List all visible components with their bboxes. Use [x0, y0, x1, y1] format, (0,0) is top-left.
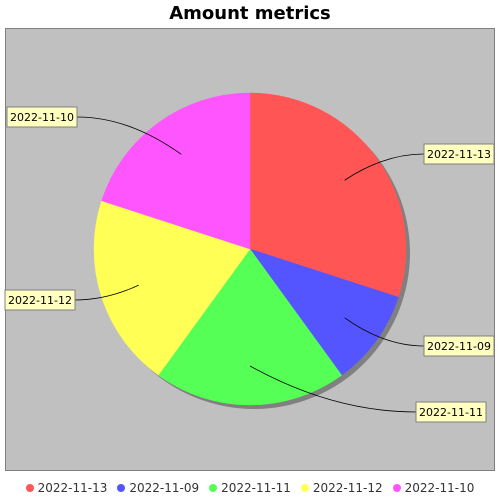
legend-label: 2022-11-10 — [404, 481, 475, 495]
slice-label: 2022-11-11 — [419, 406, 483, 419]
legend-item-2022-11-10: 2022-11-10 — [392, 481, 475, 495]
pie-slice-2022-11-13 — [249, 92, 407, 298]
legend-item-2022-11-13: 2022-11-13 — [25, 481, 108, 495]
label-connector-2022-11-13 — [344, 153, 425, 181]
legend-swatch — [209, 484, 218, 492]
slice-label-box-2022-11-09 — [423, 335, 495, 357]
pie-slice-2022-11-10 — [101, 92, 251, 250]
slice-label: 2022-11-13 — [427, 148, 491, 161]
legend-label: 2022-11-13 — [37, 481, 108, 495]
chart-title: Amount metrics — [169, 3, 331, 24]
chart-legend: 2022-11-13 2022-11-09 2022-11-11 2022-11-12… — [0, 478, 500, 498]
slice-label-box-2022-11-10 — [6, 106, 78, 128]
slice-label: 2022-11-09 — [427, 340, 491, 353]
label-connector-2022-11-12 — [74, 284, 139, 301]
slice-label: 2022-11-12 — [8, 294, 72, 307]
label-connector-2022-11-11 — [249, 365, 417, 413]
legend-swatch — [25, 484, 34, 492]
legend-item-2022-11-12: 2022-11-12 — [300, 481, 383, 495]
label-connector-2022-11-09 — [344, 317, 425, 347]
legend-item-2022-11-09: 2022-11-09 — [117, 481, 199, 495]
legend-label: 2022-11-09 — [129, 481, 200, 495]
legend-swatch — [300, 484, 309, 492]
pie-slice-2022-11-11 — [157, 248, 343, 406]
slice-label-box-2022-11-11 — [415, 401, 487, 423]
slice-label-box-2022-11-13 — [423, 143, 495, 165]
label-connector-2022-11-10 — [76, 116, 182, 155]
legend-swatch — [392, 484, 401, 492]
pie-slice-2022-11-09 — [249, 248, 399, 376]
slice-label-box-2022-11-12 — [4, 289, 76, 311]
legend-item-2022-11-11: 2022-11-11 — [209, 481, 291, 495]
legend-label: 2022-11-11 — [221, 481, 291, 495]
legend-label: 2022-11-12 — [312, 481, 383, 495]
legend-swatch — [117, 484, 126, 492]
slice-label: 2022-11-10 — [10, 111, 74, 124]
